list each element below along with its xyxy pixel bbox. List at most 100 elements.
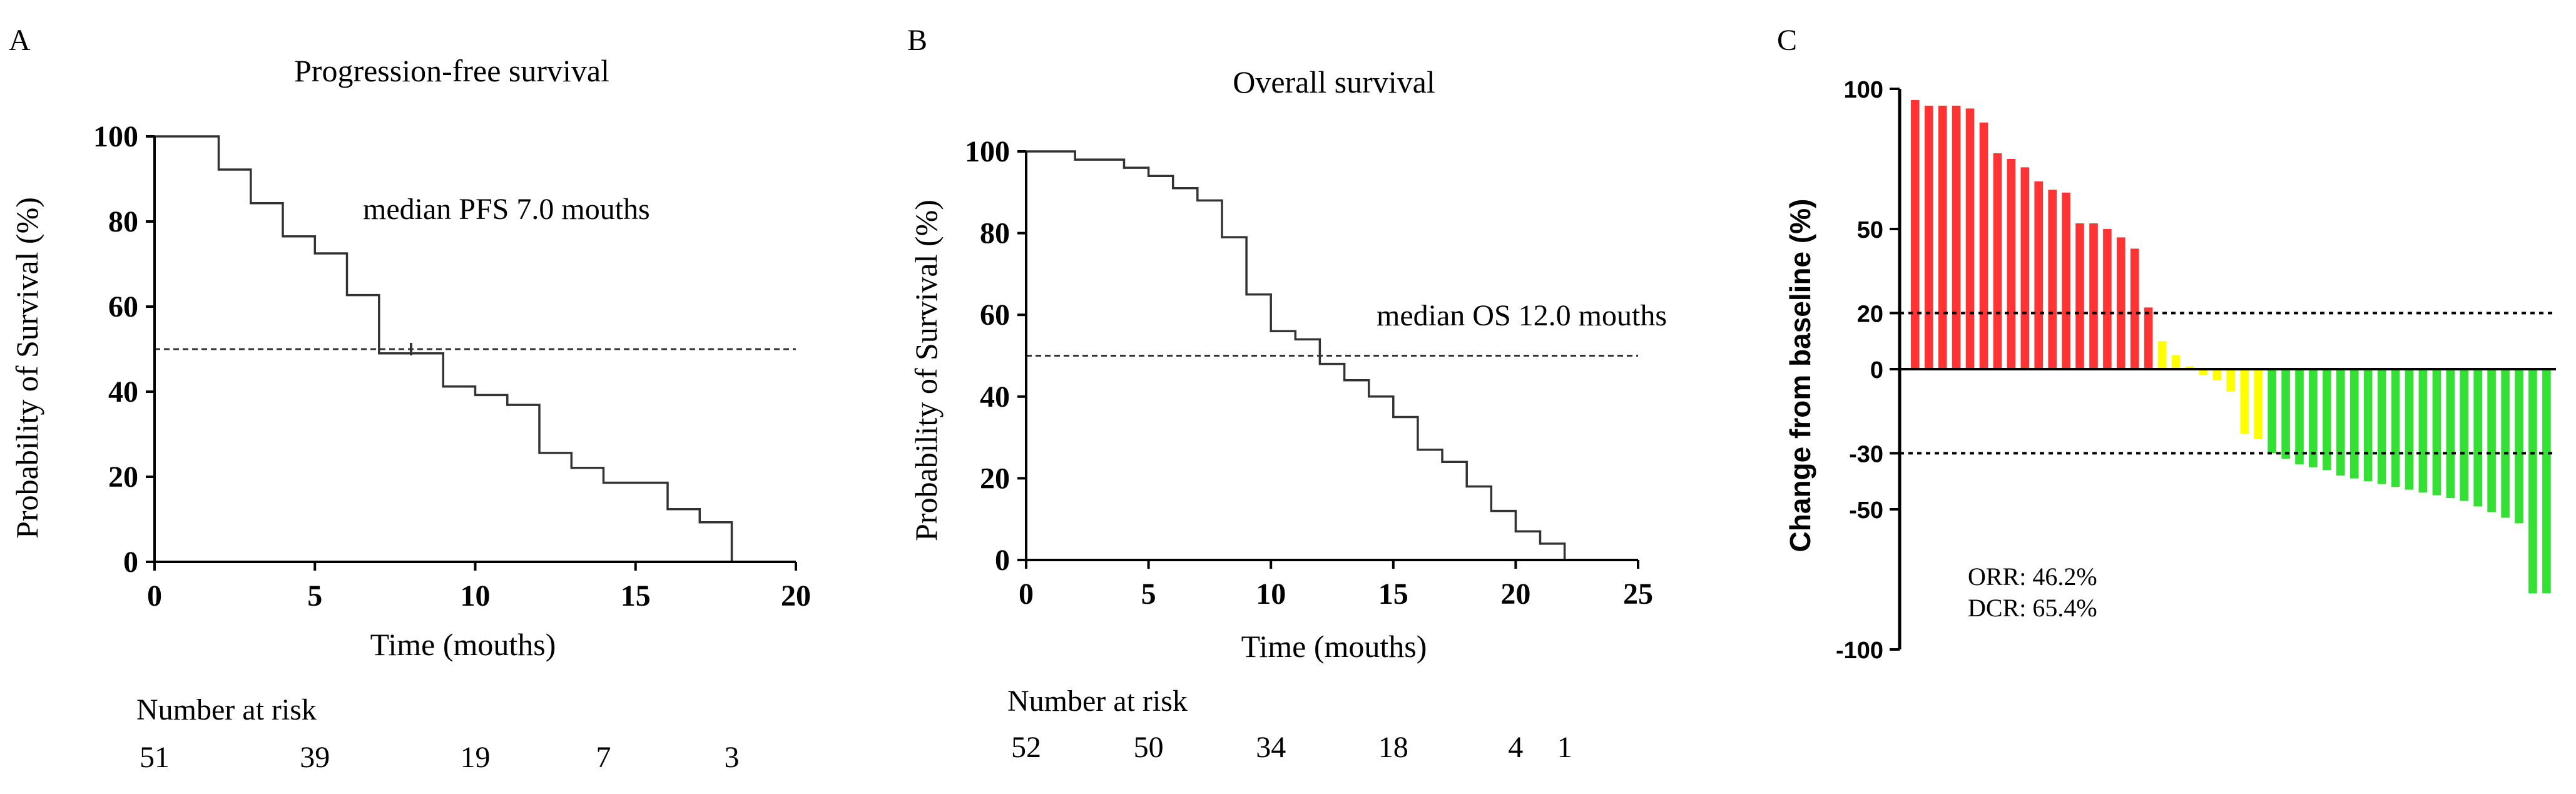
waterfall-bar: [2309, 369, 2318, 467]
panel-c: C Change from baseline (%) 100 50 20 0 -30 -5…: [1777, 24, 2556, 664]
x-tick-label: 25: [1623, 578, 1653, 611]
waterfall-bar: [1938, 105, 1947, 369]
risk-count: 34: [1256, 731, 1286, 764]
panel-a-median-annotation: median PFS 7.0 mouths: [363, 193, 650, 226]
panel-c-reference-lines: [1900, 312, 2556, 455]
risk-count: 18: [1378, 731, 1408, 764]
panel-a-risk-table: 51 39 19 7 3: [140, 741, 740, 774]
panel-c-response-stats: ORR: 46.2% DCR: 65.4%: [1968, 562, 2097, 622]
waterfall-bar: [2323, 369, 2331, 471]
y-tick-label: 20: [108, 461, 138, 494]
y-tick-label: 100: [93, 120, 138, 153]
panel-b-os-curve: [1026, 150, 1566, 560]
waterfall-bar: [2240, 369, 2249, 434]
y-tick-label: 40: [108, 375, 138, 409]
panel-b-y-axis-label: Probability of Survival (%): [909, 200, 944, 541]
response-stat-value: : 46.2%: [2019, 562, 2097, 591]
y-tick-label: 80: [980, 217, 1010, 250]
x-tick-label: 0: [1019, 578, 1034, 611]
risk-count: 50: [1134, 731, 1164, 764]
x-tick-label: 0: [147, 579, 162, 613]
waterfall-bar: [2034, 181, 2043, 369]
y-tick-label: 100: [965, 135, 1010, 168]
waterfall-bar: [2515, 369, 2523, 524]
risk-count: 52: [1011, 731, 1041, 764]
panel-a-y-ticks: 0 20 40 60 80 100: [93, 120, 155, 579]
panel-a-title: Progression-free survival: [294, 53, 609, 88]
waterfall-bar: [2020, 167, 2030, 369]
waterfall-bar: [2212, 369, 2222, 380]
response-stat-label: ORR: [1968, 562, 2020, 591]
x-tick-label: 5: [1141, 578, 1156, 611]
panel-a-x-axis-label: Time (mouths): [370, 627, 556, 662]
response-stat-value: : 65.4%: [2019, 594, 2097, 622]
x-tick-label: 5: [307, 579, 322, 613]
panel-b-risk-table: 52 50 34 18 4 1: [1011, 731, 1572, 764]
waterfall-bar: [2295, 369, 2304, 465]
waterfall-bar: [2528, 369, 2537, 594]
waterfall-bar: [2473, 369, 2482, 507]
waterfall-bar: [2075, 223, 2084, 369]
panel-a-label: A: [9, 24, 31, 57]
waterfall-bar: [2254, 369, 2263, 439]
waterfall-bar: [2131, 248, 2139, 369]
risk-count: 3: [725, 741, 740, 774]
waterfall-bar: [2432, 369, 2441, 496]
panel-c-y-ticks: 100 50 20 0 -30 -50 -100: [1836, 77, 1900, 664]
waterfall-bar: [2199, 369, 2208, 375]
panel-a-y-axis-label: Probability of Survival (%): [9, 197, 44, 539]
waterfall-bar: [2185, 366, 2194, 369]
y-tick-label: 50: [1857, 217, 1883, 243]
y-tick-label: -100: [1836, 638, 1883, 664]
waterfall-bar: [2460, 369, 2468, 501]
panel-b-x-axis-label: Time (mouths): [1241, 629, 1427, 664]
waterfall-bar: [1965, 108, 1975, 369]
response-stat: DCR: 65.4%: [1968, 594, 2097, 622]
y-tick-label: 60: [980, 298, 1010, 332]
waterfall-bar: [2268, 369, 2276, 454]
waterfall-bar: [2391, 369, 2400, 487]
panel-b-median-annotation: median OS 12.0 mouths: [1377, 299, 1667, 332]
waterfall-bar: [2336, 369, 2345, 476]
risk-count: 1: [1557, 731, 1572, 764]
risk-count: 51: [140, 741, 170, 774]
waterfall-bar: [2103, 229, 2112, 369]
waterfall-bar: [2487, 369, 2496, 512]
waterfall-bar: [2350, 369, 2359, 479]
y-tick-label: 100: [1844, 77, 1883, 103]
waterfall-bar: [2117, 237, 2125, 369]
waterfall-bar: [1924, 105, 1933, 369]
waterfall-bar: [2405, 369, 2414, 490]
panel-c-y-axis-label: Change from baseline (%): [1784, 199, 1816, 552]
y-tick-label: 60: [108, 290, 138, 323]
y-tick-label: 0: [1870, 357, 1883, 384]
waterfall-bar: [2501, 369, 2510, 518]
waterfall-bar: [2226, 369, 2236, 392]
y-tick-label: -30: [1849, 441, 1883, 467]
y-tick-label: 20: [980, 462, 1010, 495]
risk-count: 19: [461, 741, 491, 774]
risk-count: 4: [1508, 731, 1523, 764]
y-tick-label: 80: [108, 205, 138, 238]
panel-c-waterfall-bars: [1911, 99, 2551, 594]
waterfall-bar: [1979, 122, 1988, 370]
risk-count: 7: [596, 741, 611, 774]
x-tick-label: 20: [781, 579, 811, 613]
waterfall-bar: [2171, 355, 2181, 369]
waterfall-bar: [2281, 369, 2290, 459]
x-tick-label: 15: [1378, 578, 1408, 611]
y-tick-label: -50: [1849, 497, 1883, 524]
panel-b: B Overall survival Probability of Surviv…: [907, 24, 1667, 764]
panel-a: A Progression-free survival Probability …: [9, 24, 811, 774]
waterfall-bar: [2418, 369, 2428, 493]
response-stat-label: DCR: [1968, 594, 2020, 622]
panel-b-label: B: [907, 24, 927, 57]
x-tick-label: 10: [1256, 578, 1286, 611]
panel-a-risk-title: Number at risk: [136, 693, 317, 726]
waterfall-bar: [2363, 369, 2373, 482]
panel-b-title: Overall survival: [1233, 64, 1435, 99]
waterfall-bar: [2157, 341, 2167, 369]
y-tick-label: 20: [1857, 301, 1883, 327]
x-tick-label: 15: [621, 579, 651, 613]
